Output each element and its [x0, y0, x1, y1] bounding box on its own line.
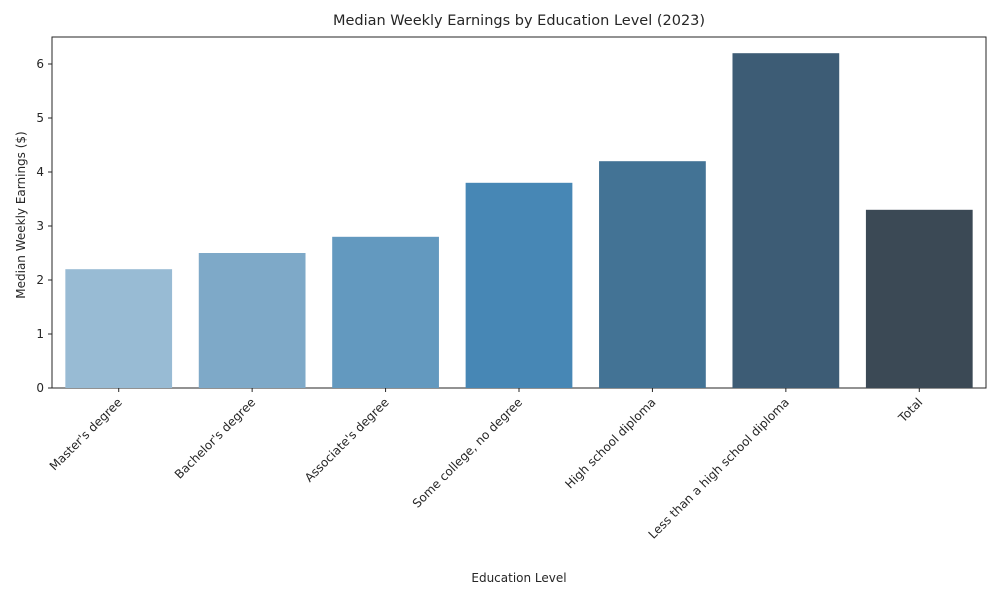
x-tick-label: Bachelor's degree: [172, 395, 258, 481]
x-tick-label: Associate's degree: [302, 395, 392, 485]
x-tick-label: Less than a high school diploma: [646, 395, 792, 541]
y-tick-label: 2: [36, 273, 44, 287]
y-tick-label: 3: [36, 219, 44, 233]
x-tick-label: Total: [895, 395, 925, 425]
x-axis: Master's degree Bachelor's degree Associat…: [47, 388, 925, 542]
y-tick-label: 5: [36, 111, 44, 125]
bar: [198, 253, 306, 388]
y-tick-label: 6: [36, 57, 44, 71]
bar: [465, 182, 573, 388]
x-tick-label: Some college, no degree: [410, 395, 525, 510]
y-tick-label: 0: [36, 381, 44, 395]
y-axis: 0 1 2 3 4 5 6: [36, 57, 52, 395]
x-axis-label: Education Level: [471, 571, 566, 585]
y-tick-label: 1: [36, 327, 44, 341]
bars-group: [65, 53, 973, 388]
y-tick-label: 4: [36, 165, 44, 179]
chart-title: Median Weekly Earnings by Education Leve…: [333, 13, 705, 29]
bar: [599, 161, 706, 388]
x-tick-label: Master's degree: [47, 395, 125, 473]
bar: [65, 269, 173, 388]
y-axis-label: Median Weekly Earnings ($): [14, 131, 28, 298]
bar: [865, 209, 973, 388]
x-tick-label: High school diploma: [562, 395, 658, 491]
bar: [332, 236, 439, 388]
bar: [732, 53, 840, 388]
